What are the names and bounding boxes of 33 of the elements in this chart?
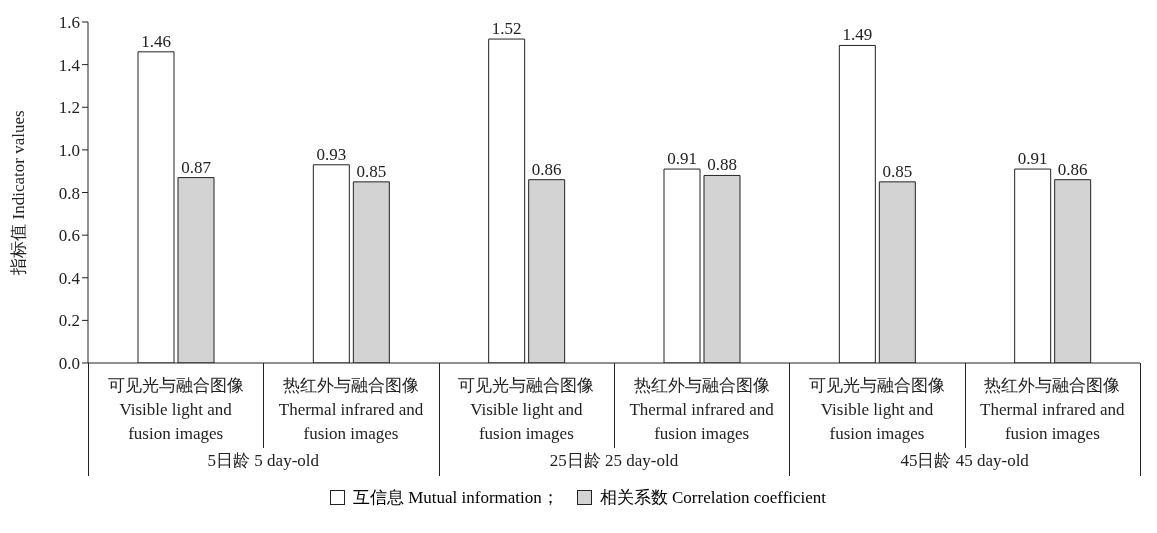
x-tick-label: 可见光与融合图像 Visible light and fusion images <box>458 376 595 443</box>
data-label: 0.91 <box>667 149 697 169</box>
x-tick-label: 可见光与融合图像 Visible light and fusion images <box>809 376 945 443</box>
data-label: 0.87 <box>181 157 212 177</box>
y-tick-label: 0.2 <box>58 311 80 331</box>
data-label: 0.86 <box>1057 159 1088 179</box>
x-tick-label: 热红外与融合图像 Thermal infrared and fusion images <box>629 376 775 443</box>
data-label: 0.85 <box>882 161 913 181</box>
y-tick-label: 1.2 <box>58 98 80 118</box>
text: 25日龄 25 day-old <box>548 450 680 472</box>
data-label: 0.93 <box>316 144 347 164</box>
data-label: 0.86 <box>531 159 562 179</box>
data-label: 1.52 <box>491 19 522 39</box>
y-tick-label: 0.4 <box>58 268 81 288</box>
data-label: 0.88 <box>707 155 737 175</box>
y-axis-title: 指标值 Indicator values <box>9 110 29 276</box>
text: 45日龄 45 day-old <box>899 450 1030 472</box>
y-tick-label: 1.6 <box>58 13 80 33</box>
data-label: 1.46 <box>141 31 171 51</box>
data-label: 1.49 <box>842 25 873 45</box>
y-tick-label: 0.8 <box>58 183 80 203</box>
y-tick-label: 0.6 <box>58 226 80 246</box>
text: 5日龄 5 day-old <box>206 450 321 472</box>
x-tick-label: 可见光与融合图像 Visible light and fusion images <box>107 376 244 443</box>
x-tick-label: 热红外与融合图像 Thermal infrared and fusion images <box>980 376 1126 443</box>
data-label: 0.91 <box>1017 149 1048 169</box>
y-tick-label: 1.4 <box>58 55 81 75</box>
legend-label: 相关系数 Correlation coefficient <box>598 487 827 509</box>
y-tick-label: 1.0 <box>58 140 80 160</box>
x-tick-label: 热红外与融合图像 Thermal infrared and fusion images <box>278 376 424 443</box>
data-label: 0.85 <box>356 161 387 181</box>
y-tick-label: 0.0 <box>58 354 80 374</box>
legend-label: 互信息 Mutual information； <box>351 487 559 509</box>
